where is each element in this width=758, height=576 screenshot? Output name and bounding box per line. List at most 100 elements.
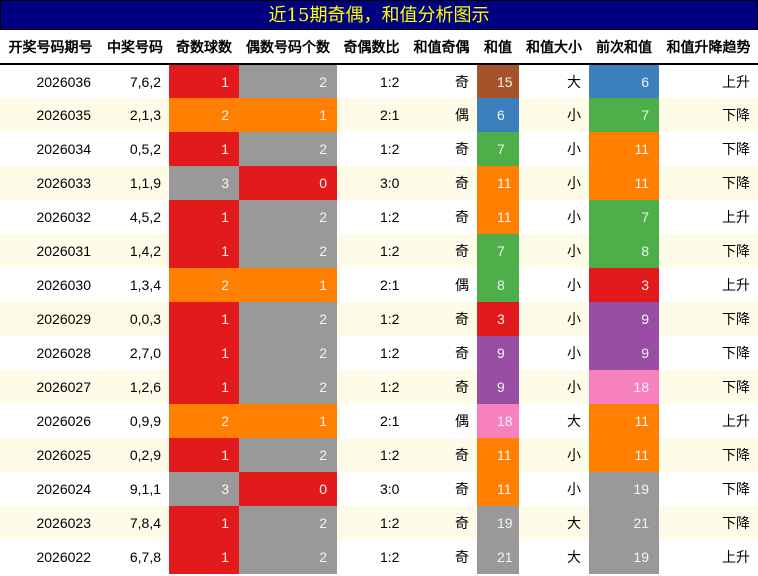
ratio-cell: 1:2 [380, 345, 400, 361]
sum-parity-cell: 奇 [455, 549, 469, 565]
prev-sum-cell: 18 [589, 370, 659, 404]
trend-cell: 下降 [659, 302, 758, 336]
trend-cell: 下降 [722, 481, 750, 497]
trend-cell: 下降 [659, 98, 758, 132]
ratio-cell: 1:2 [337, 234, 406, 268]
sum-cell: 19 [477, 506, 519, 540]
even-count-cell: 2 [239, 132, 337, 166]
even-count-cell: 0 [239, 472, 337, 506]
table-body: 2026036 7,6,2 1 2 1:2 奇 15 大 6 上升 2026035 2,1,3 2 1 2:… [0, 64, 758, 574]
odd-count-cell: 1 [169, 438, 239, 472]
col-header-sum-parity: 和值奇偶 [406, 30, 477, 65]
sum-size-cell: 小 [567, 345, 581, 361]
issue-cell: 2026032 [36, 209, 91, 225]
odd-count-cell: 1 [169, 370, 239, 404]
trend-cell: 下降 [659, 506, 758, 540]
sum-cell: 18 [477, 404, 519, 438]
trend-cell: 下降 [659, 234, 758, 268]
issue-cell: 2026034 [36, 141, 91, 157]
sum-parity-cell: 奇 [455, 481, 469, 497]
odd-count-cell: 1 [169, 234, 239, 268]
prev-sum-cell: 11 [589, 438, 659, 472]
table-row: 2026027 1,2,6 1 2 1:2 奇 9 小 18 下降 [0, 370, 758, 404]
issue-cell: 2026024 [36, 481, 91, 497]
odd-count-cell: 2 [169, 268, 239, 302]
sum-parity-cell: 奇 [406, 234, 477, 268]
sum-parity-cell: 奇 [455, 209, 469, 225]
odd-count-cell: 1 [169, 132, 239, 166]
sum-size-cell: 小 [519, 98, 589, 132]
prev-sum-cell: 19 [589, 540, 659, 574]
sum-size-cell: 大 [567, 549, 581, 565]
even-count-cell: 2 [239, 64, 337, 98]
sum-parity-cell: 奇 [406, 438, 477, 472]
trend-cell: 上升 [722, 73, 750, 90]
even-count-cell: 2 [239, 438, 337, 472]
ratio-cell: 1:2 [337, 438, 406, 472]
prev-sum-cell: 11 [589, 404, 659, 438]
ratio-cell: 1:2 [337, 370, 406, 404]
issue-cell: 2026035 [0, 98, 101, 132]
even-count-cell: 2 [239, 200, 337, 234]
table-row: 2026035 2,1,3 2 1 2:1 偶 6 小 7 下降 [0, 98, 758, 132]
col-header-odd-count: 奇数球数 [169, 30, 239, 65]
issue-cell: 2026022 [36, 549, 91, 565]
numbers-cell: 6,7,8 [129, 549, 161, 565]
sum-cell: 7 [477, 132, 519, 166]
sum-parity-cell: 奇 [455, 141, 469, 157]
issue-cell: 2026026 [36, 413, 91, 429]
sum-cell: 3 [477, 302, 519, 336]
trend-cell: 下降 [659, 438, 758, 472]
sum-cell: 9 [477, 370, 519, 404]
ratio-cell: 1:2 [380, 209, 400, 225]
trend-cell: 下降 [722, 141, 750, 157]
col-header-numbers: 中奖号码 [101, 30, 169, 65]
odd-count-cell: 1 [169, 506, 239, 540]
sum-parity-cell: 奇 [406, 302, 477, 336]
ratio-cell: 3:0 [380, 481, 400, 497]
prev-sum-cell: 21 [589, 506, 659, 540]
odd-count-cell: 1 [169, 200, 239, 234]
numbers-cell: 0,0,3 [101, 302, 169, 336]
sum-parity-cell: 奇 [406, 370, 477, 404]
issue-cell: 2026025 [0, 438, 101, 472]
numbers-cell: 1,3,4 [129, 277, 161, 293]
sum-cell: 11 [477, 200, 519, 234]
table-row: 2026026 0,9,9 2 1 2:1 偶 18 大 11 上升 [0, 404, 758, 438]
sum-size-cell: 小 [519, 302, 589, 336]
sum-size-cell: 大 [519, 506, 589, 540]
col-header-issue: 开奖号码期号 [0, 30, 101, 65]
trend-cell: 上升 [722, 277, 750, 293]
even-count-cell: 2 [239, 540, 337, 574]
ratio-cell: 1:2 [380, 549, 400, 565]
issue-cell: 2026033 [0, 166, 101, 200]
table-row: 2026023 7,8,4 1 2 1:2 奇 19 大 21 下降 [0, 506, 758, 540]
ratio-cell: 1:2 [337, 506, 406, 540]
sum-parity-cell: 奇 [406, 506, 477, 540]
issue-cell: 2026030 [36, 277, 91, 293]
col-header-ratio: 奇偶数比 [337, 30, 406, 65]
sum-cell: 6 [477, 98, 519, 132]
prev-sum-cell: 11 [589, 166, 659, 200]
ratio-cell: 2:1 [380, 277, 400, 293]
table-row: 2026033 1,1,9 3 0 3:0 奇 11 小 11 下降 [0, 166, 758, 200]
numbers-cell: 1,2,6 [101, 370, 169, 404]
prev-sum-cell: 7 [589, 200, 659, 234]
issue-cell: 2026023 [0, 506, 101, 540]
even-count-cell: 2 [239, 302, 337, 336]
sum-parity-cell: 偶 [455, 413, 469, 429]
sum-cell: 15 [477, 64, 519, 98]
col-header-sum: 和值 [477, 30, 519, 65]
ratio-cell: 1:2 [380, 141, 400, 157]
sum-parity-cell: 奇 [406, 166, 477, 200]
numbers-cell: 0,5,2 [129, 141, 161, 157]
trend-cell: 下降 [659, 166, 758, 200]
table-row: 2026022 6,7,8 1 2 1:2 奇 21 大 19 上升 [0, 540, 758, 574]
numbers-cell: 7,6,2 [129, 73, 161, 90]
issue-cell: 2026027 [0, 370, 101, 404]
sum-size-cell: 小 [519, 370, 589, 404]
trend-cell: 上升 [722, 549, 750, 565]
issue-cell: 2026036 [36, 73, 91, 90]
table-row: 2026028 2,7,0 1 2 1:2 奇 9 小 9 下降 [0, 336, 758, 370]
ratio-cell: 2:1 [380, 413, 400, 429]
